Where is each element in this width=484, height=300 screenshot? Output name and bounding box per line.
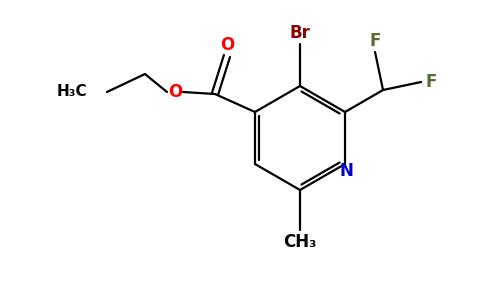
Text: H₃C: H₃C bbox=[56, 85, 87, 100]
Text: O: O bbox=[220, 36, 234, 54]
Text: CH₃: CH₃ bbox=[283, 233, 317, 251]
Text: F: F bbox=[369, 32, 381, 50]
Text: F: F bbox=[425, 73, 437, 91]
Text: Br: Br bbox=[289, 24, 310, 42]
Text: O: O bbox=[168, 83, 182, 101]
Text: N: N bbox=[339, 162, 353, 180]
